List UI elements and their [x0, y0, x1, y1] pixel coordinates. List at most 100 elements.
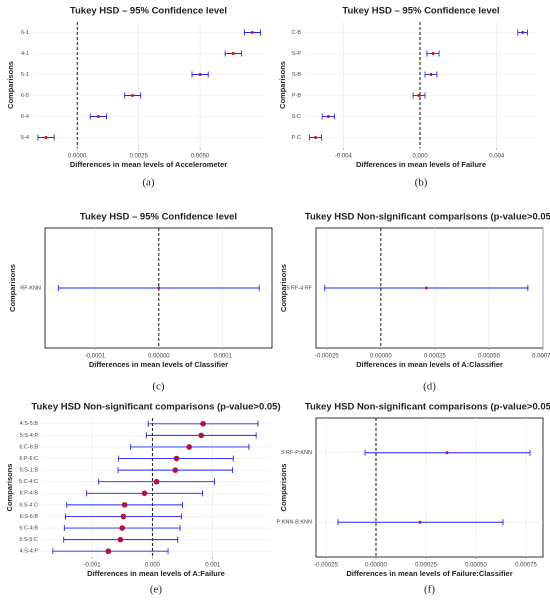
point [231, 52, 235, 55]
y-axis-label: Comparisons [8, 264, 17, 312]
x-tick-label: 0.001 [205, 563, 221, 569]
x-tick-label: 0.0001 [214, 354, 233, 360]
x-axis-label: Differences in mean levels of Classifier [89, 360, 228, 369]
y-axis-label: Comparisons [278, 61, 287, 109]
category-label: S:RF-P:KNN [281, 450, 312, 456]
point [173, 455, 180, 462]
category-label: C-B [292, 30, 302, 36]
x-tick-label: 0.0050 [191, 154, 210, 160]
plot-frame [315, 417, 544, 558]
point [326, 115, 330, 118]
point [250, 31, 254, 34]
chart-title: Tukey HSD – 95% Confidence level [70, 6, 227, 17]
category-label: P-B [292, 93, 302, 99]
category-label: 6-1 [21, 30, 29, 36]
y-axis-label: Comparisons [279, 264, 288, 312]
point [141, 490, 148, 497]
point [424, 286, 428, 290]
point [131, 94, 135, 97]
category-label: 4-1 [21, 51, 29, 57]
point [120, 513, 127, 520]
category-label: 6-5 [21, 93, 29, 99]
category-label: 6:P-6:C [19, 456, 38, 462]
category-label: S-P [292, 51, 302, 57]
category-label: 6:C-4:B [19, 525, 38, 531]
x-tick-label: 0.0000 [68, 154, 87, 160]
chart-title: Tukey HSD Non-significant comparisons (p… [31, 402, 280, 413]
category-label: 6:S-6:B [20, 514, 39, 520]
category-label: S-C [292, 114, 302, 120]
point [445, 451, 449, 455]
point [172, 467, 179, 473]
caption: (b) [415, 177, 428, 189]
point [119, 525, 126, 531]
y-axis-label: Comparisons [5, 464, 14, 512]
point [431, 52, 435, 55]
chart-title: Tukey HSD – 95% Confidence level [342, 6, 499, 17]
point [186, 444, 192, 450]
caption: (c) [152, 381, 165, 393]
x-tick-label: -0.00025 [315, 354, 339, 360]
x-tick-label: 0.000 [413, 154, 429, 160]
x-tick-label: 0.00050 [478, 354, 500, 360]
x-tick-label: 0.00075 [532, 354, 550, 360]
x-tick-label: 0.00025 [424, 354, 446, 360]
caption: (d) [423, 381, 436, 393]
category-label: 5:S-5:C [19, 537, 38, 543]
category-label: 5:RF-4:RF [286, 285, 312, 291]
caption: (a) [142, 177, 155, 189]
chart-title: Tukey HSD Non-significant comparisons (p… [305, 212, 550, 223]
category-label: RF-KNN [20, 285, 41, 291]
chart-title: Tukey HSD Non-significant comparisons (p… [305, 402, 550, 413]
x-tick-label: 0.00000 [370, 354, 392, 360]
x-axis-label: Differences in mean levels of Failure [356, 160, 486, 169]
category-label: 6:S-4:C [19, 502, 38, 508]
category-label: 4:S-5:B [20, 421, 39, 427]
category-label: 5:C-4:C [19, 479, 38, 485]
category-label: 5:S-1:B [20, 468, 39, 474]
point [418, 520, 422, 524]
x-tick-label: 0.0025 [129, 154, 148, 160]
point [44, 136, 48, 139]
point [96, 115, 100, 118]
x-tick-label: 0.00000 [365, 563, 387, 569]
point [198, 432, 205, 439]
x-tick-label: 0.00025 [415, 563, 437, 569]
point [153, 478, 160, 485]
x-tick-label: 0.004 [489, 154, 505, 160]
chart-title: Tukey HSD – 95% Confidence level [80, 212, 237, 223]
category-label: 6:C-6:B [19, 444, 38, 450]
category-label: 4:S-4:P [20, 549, 39, 555]
category-label: 5-1 [21, 72, 29, 78]
y-axis-label: Comparisons [279, 464, 288, 512]
x-axis-label: Differences in mean levels of Failure:Cl… [346, 569, 512, 578]
category-label: P:KNN-B:KNN [277, 520, 312, 526]
x-tick-label: -0.004 [335, 154, 353, 160]
category-label: 5-4 [21, 135, 29, 141]
x-tick-label: 0.00050 [465, 563, 487, 569]
point [417, 94, 421, 97]
category-label: S-B [292, 72, 302, 78]
x-tick-label: -0.00025 [314, 563, 338, 569]
point [105, 548, 112, 555]
category-label: P-C [292, 135, 302, 141]
point [521, 31, 525, 34]
point [117, 536, 124, 543]
caption: (e) [150, 584, 163, 596]
category-label: 5:S-4:P [20, 433, 39, 439]
point [157, 286, 161, 290]
x-axis-label: Differences in mean levels of Accelerome… [70, 160, 227, 169]
point [200, 420, 206, 427]
x-tick-label: -0.0001 [85, 354, 106, 360]
category-label: 6:P-4:B [20, 491, 39, 497]
x-tick-label: -0.001 [84, 563, 102, 569]
x-axis-label: Differences in mean levels of A:Failure [87, 569, 225, 578]
point [198, 73, 202, 76]
category-label: 6-4 [21, 114, 29, 120]
point [429, 73, 433, 76]
x-tick-label: 0.00075 [515, 563, 537, 569]
x-tick-label: 0.000 [145, 563, 161, 569]
y-axis-label: Comparisons [6, 61, 15, 109]
point [314, 136, 318, 139]
